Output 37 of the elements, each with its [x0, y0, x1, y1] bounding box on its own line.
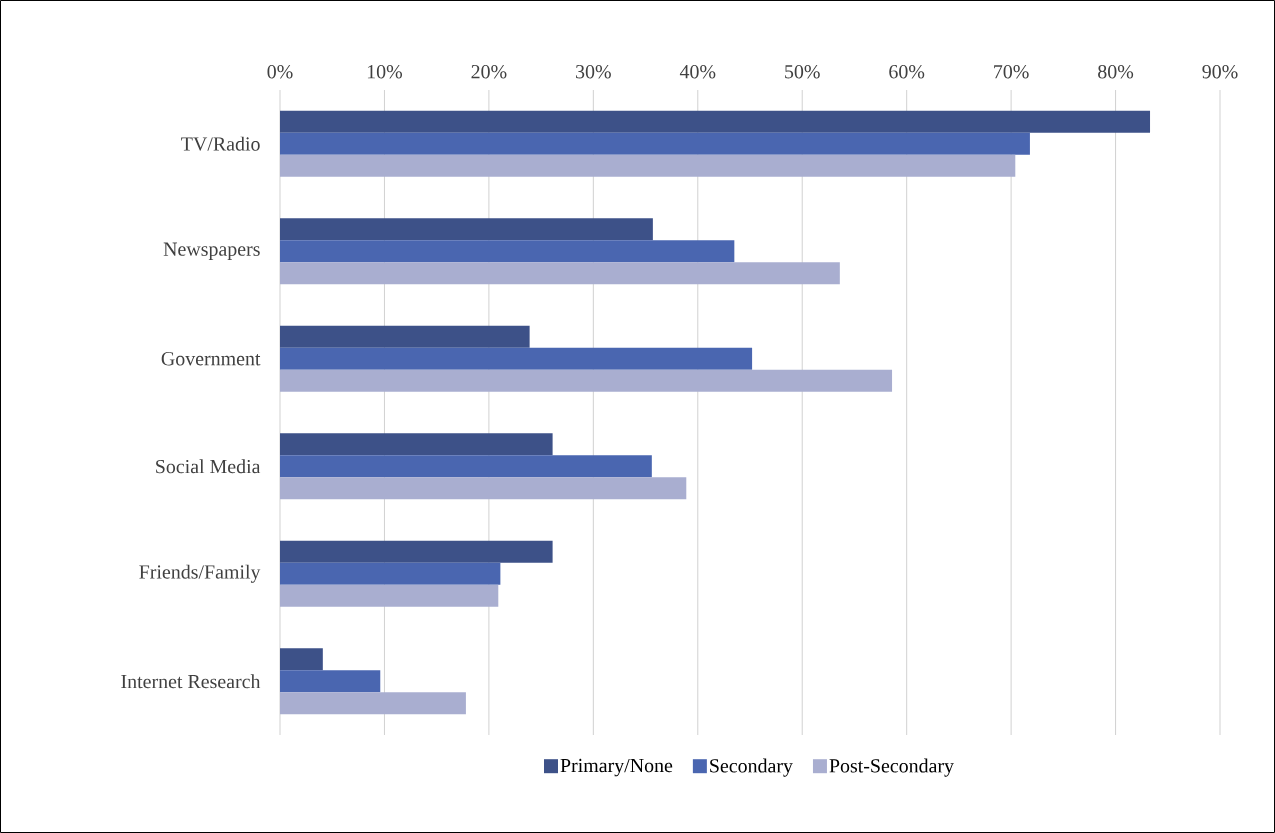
bar	[280, 562, 501, 585]
bar	[280, 369, 893, 392]
bar	[280, 692, 466, 715]
bar	[280, 240, 735, 263]
bar	[280, 433, 553, 456]
y-tick-label: Internet Research	[121, 674, 261, 689]
x-tick-label: 20%	[471, 64, 507, 79]
y-tick-label: Newspapers	[163, 242, 260, 260]
x-tick-label: 0%	[267, 64, 293, 79]
y-tick-label: Friends/Family	[139, 564, 261, 583]
bar	[280, 455, 652, 478]
x-tick-label: 10%	[367, 64, 403, 79]
bar	[280, 218, 653, 241]
x-tick-label: 40%	[679, 64, 716, 79]
x-tick-label: 50%	[785, 64, 820, 79]
y-tick-label: Social Media	[156, 459, 261, 474]
x-tick-label: 90%	[1202, 64, 1238, 79]
legend-label: Post-Secondary	[829, 758, 954, 777]
y-tick-label: Government	[161, 352, 261, 366]
y-tick-label: TV/Radio	[181, 136, 260, 151]
bar	[280, 325, 530, 348]
bar	[280, 540, 553, 563]
x-tick-label: 80%	[1098, 64, 1134, 79]
x-tick-label: 60%	[889, 64, 925, 79]
bar	[280, 648, 323, 671]
bar	[280, 154, 1016, 177]
bar	[280, 110, 1151, 133]
legend-label: Primary/None	[560, 758, 673, 777]
bar	[280, 347, 753, 370]
bar	[280, 670, 381, 693]
x-tick-label: 70%	[994, 64, 1029, 79]
bar	[280, 477, 687, 500]
bar	[280, 262, 840, 285]
legend-label: Secondary	[710, 758, 793, 777]
x-tick-label: 30%	[576, 64, 611, 79]
bar	[280, 584, 499, 607]
bar	[280, 132, 1030, 155]
